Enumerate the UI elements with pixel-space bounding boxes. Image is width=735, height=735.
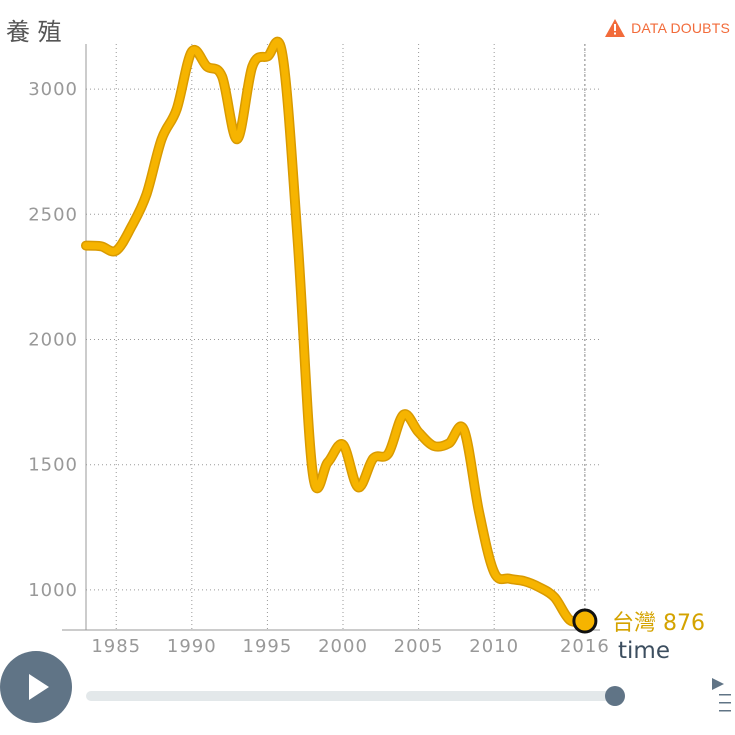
data-doubts-label: DATA DOUBTS [631, 20, 730, 36]
series-layer [81, 36, 598, 634]
x-tick-label: 2000 [318, 636, 368, 657]
time-slider-handle[interactable] [605, 686, 625, 706]
y-tick-label: 1500 [28, 455, 78, 476]
series-line-shadow [81, 36, 590, 627]
x-tick-label: 2016 [560, 636, 610, 657]
tick-labels: 1985 1990 1995 2000 2005 2010 2016 1000 1500 2000… [28, 79, 610, 657]
play-icon [29, 674, 49, 700]
y-tick-label: 2000 [28, 330, 78, 351]
y-axis-title[interactable]: 養 殖 [6, 18, 62, 46]
end-value-label: 台灣 876 [612, 605, 705, 637]
play-button[interactable] [0, 651, 72, 723]
menu-icon[interactable] [712, 676, 732, 716]
axes [62, 44, 600, 631]
x-tick-label: 1995 [243, 636, 293, 657]
y-tick-label: 2500 [28, 204, 78, 225]
x-tick-label: 1990 [167, 636, 217, 657]
x-axis-title[interactable]: time [618, 638, 670, 664]
warning-triangle-icon [605, 19, 626, 37]
grid-lines [86, 44, 600, 630]
y-tick-label: 1000 [28, 580, 78, 601]
series-value-label: 876 [663, 611, 706, 636]
data-doubts-link[interactable]: DATA DOUBTS [605, 19, 730, 37]
x-tick-label: 1985 [91, 636, 141, 657]
series-name-label: 台灣 [612, 611, 657, 636]
series-line[interactable] [82, 38, 589, 626]
end-point[interactable] [572, 608, 598, 634]
x-tick-label: 2005 [394, 636, 444, 657]
x-tick-label: 2010 [469, 636, 519, 657]
y-tick-label: 3000 [28, 79, 78, 100]
time-slider-track[interactable] [86, 691, 616, 701]
